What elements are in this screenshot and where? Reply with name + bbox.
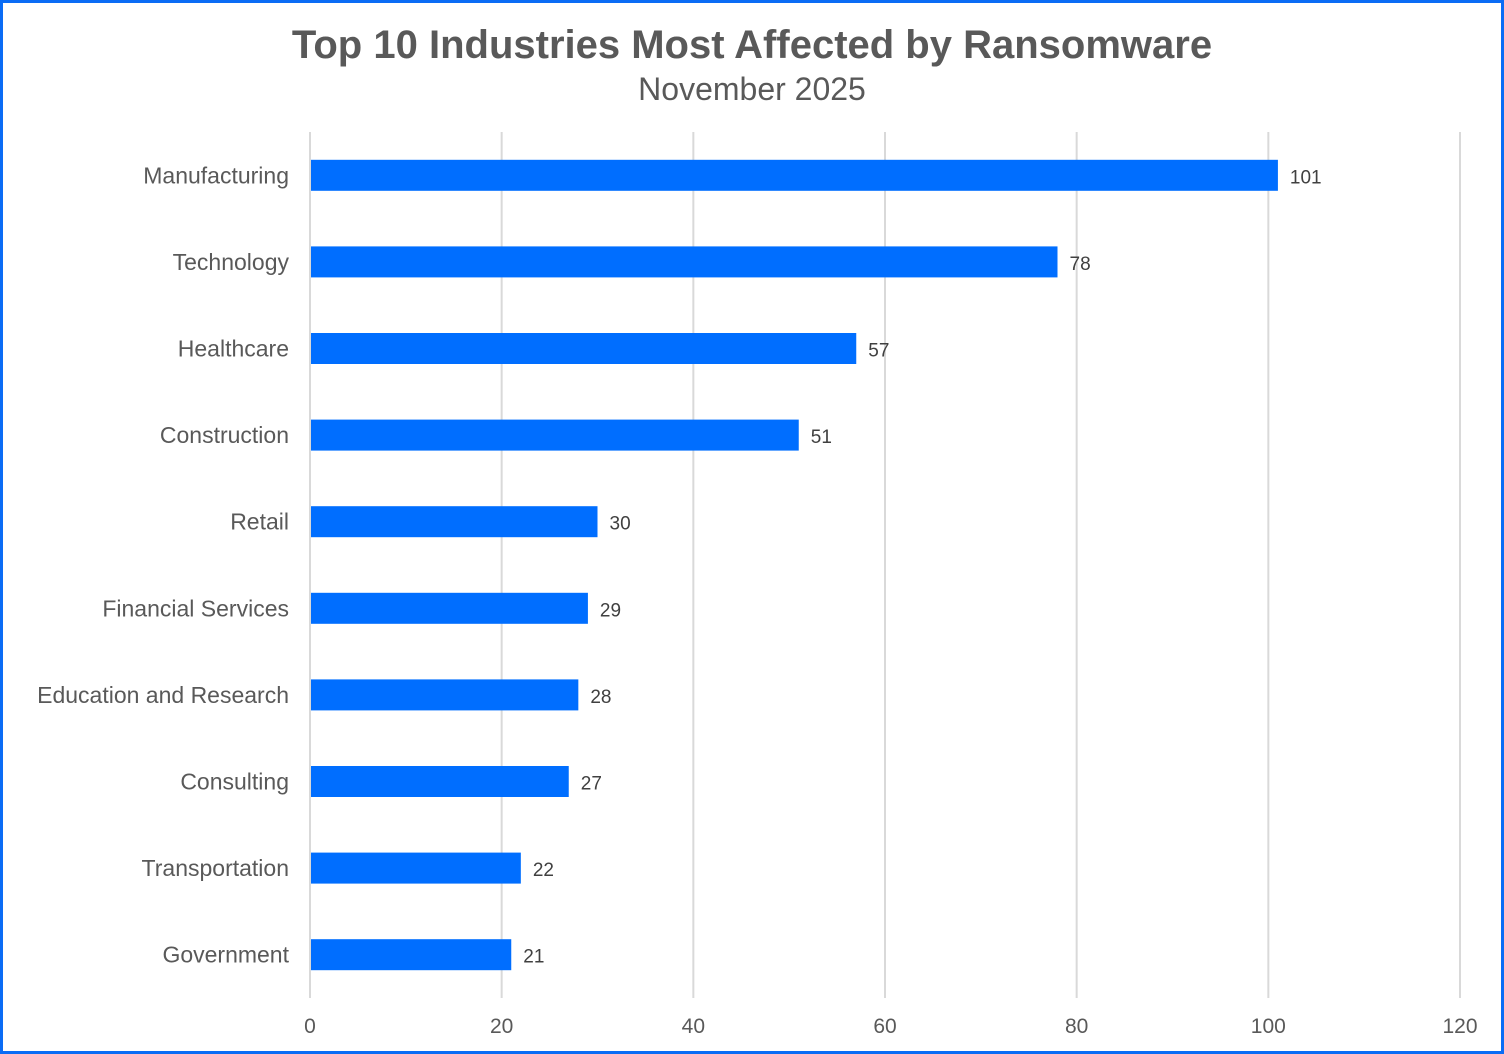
chart-subtitle: November 2025 xyxy=(638,71,866,107)
x-tick-label: 40 xyxy=(682,1015,705,1038)
x-tick-label: 20 xyxy=(490,1015,513,1038)
category-label: Technology xyxy=(173,249,290,275)
category-label: Transportation xyxy=(142,855,289,881)
x-tick-label: 120 xyxy=(1442,1015,1477,1038)
bar xyxy=(311,506,598,538)
bar xyxy=(311,679,579,711)
data-label: 78 xyxy=(1070,254,1091,275)
data-label: 30 xyxy=(610,514,631,535)
category-label: Government xyxy=(162,942,289,968)
bar xyxy=(311,766,569,797)
data-label: 51 xyxy=(811,427,832,448)
data-label: 28 xyxy=(590,687,611,708)
x-tick-label: 0 xyxy=(304,1015,316,1038)
category-label: Education and Research xyxy=(37,682,289,708)
bar-chart: 0 20 40 60 80 100 120 Manufacturing 101 Technolog… xyxy=(37,132,1478,1038)
bar xyxy=(311,159,1278,191)
data-label: 21 xyxy=(523,947,544,968)
category-label: Consulting xyxy=(180,769,289,795)
category-label: Financial Services xyxy=(102,595,289,621)
category-label: Construction xyxy=(160,422,289,448)
x-tick-label: 60 xyxy=(873,1015,896,1038)
data-label: 22 xyxy=(533,860,554,881)
data-label: 27 xyxy=(581,774,602,795)
bar xyxy=(311,852,521,884)
bar xyxy=(311,419,799,451)
x-tick-label: 80 xyxy=(1065,1015,1088,1038)
bar xyxy=(311,592,588,624)
data-label: 57 xyxy=(868,341,889,362)
data-label: 101 xyxy=(1290,167,1322,188)
bar xyxy=(311,333,857,364)
x-tick-label: 100 xyxy=(1251,1015,1286,1038)
category-label: Manufacturing xyxy=(143,162,289,188)
category-label: Retail xyxy=(230,509,289,535)
data-label: 29 xyxy=(600,600,621,621)
bar xyxy=(311,939,512,971)
chart-title: Top 10 Industries Most Affected by Ranso… xyxy=(291,23,1213,67)
category-label: Healthcare xyxy=(178,336,289,362)
bar xyxy=(311,246,1058,278)
